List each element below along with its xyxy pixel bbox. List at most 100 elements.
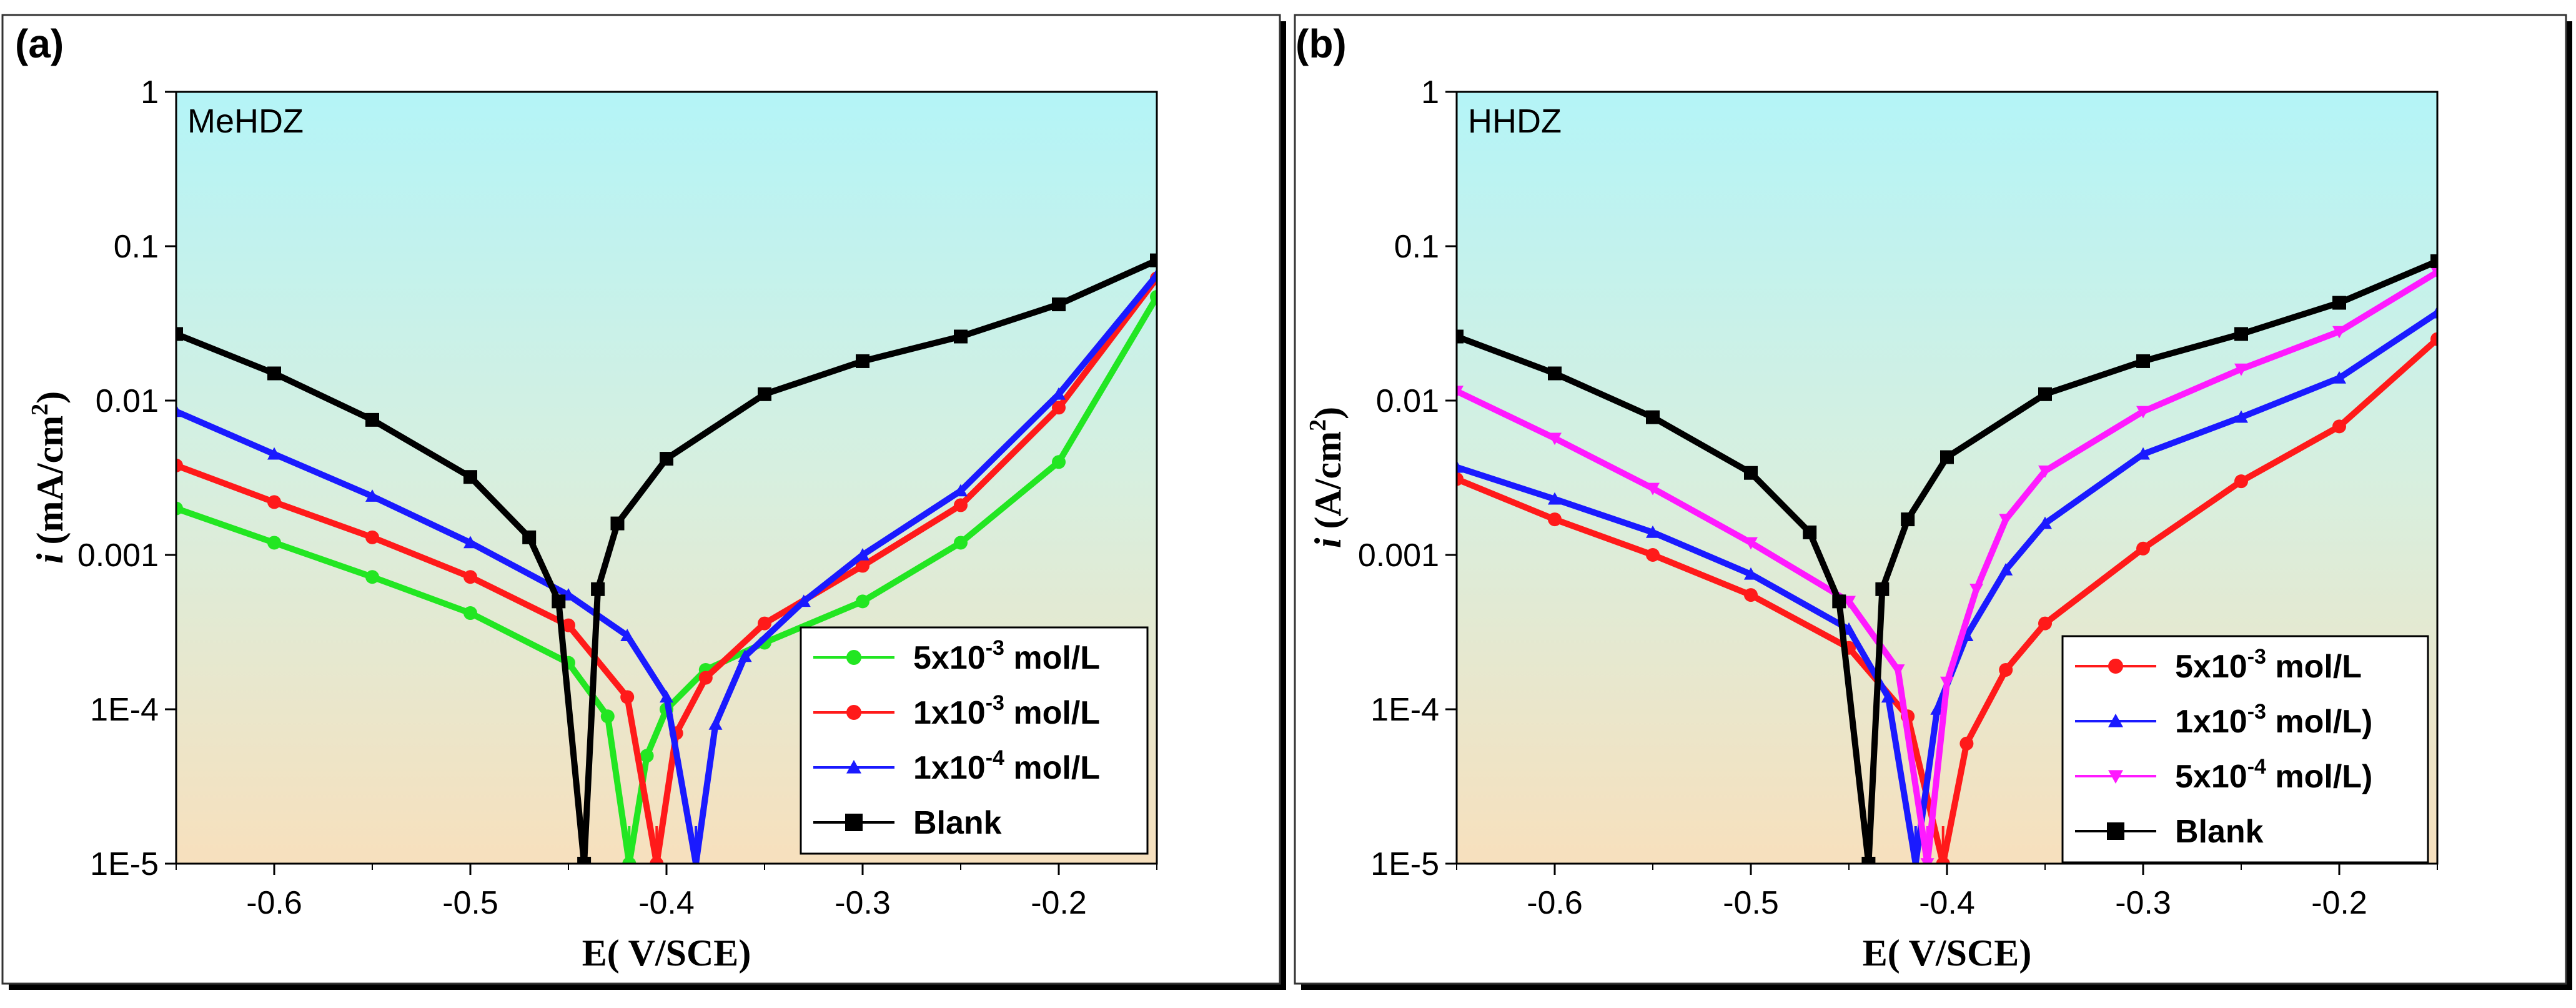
legend-swatch-marker	[846, 705, 861, 720]
legend-item: 1x10-4 mol/L	[813, 746, 1100, 786]
data-point	[1457, 329, 1464, 344]
data-point	[738, 649, 752, 662]
data-point	[2430, 254, 2437, 268]
x-tick-label: -0.3	[2115, 885, 2171, 921]
y-axis-label-a: i (mA/cm2)	[27, 391, 71, 564]
legend-label-unit: mol/L	[1004, 640, 1100, 676]
legend-label-times: x10	[931, 750, 986, 786]
legend-item: 5x10-4 mol/L)	[2075, 755, 2372, 795]
data-point	[176, 458, 183, 472]
series-line	[1457, 336, 2437, 864]
y-tick-label: 0.1	[114, 229, 159, 265]
data-point	[2234, 474, 2248, 489]
data-point	[796, 594, 811, 607]
data-point	[2332, 371, 2346, 384]
legend-label-base: Blank	[913, 805, 1002, 841]
y-tick-label: 0.1	[1394, 229, 1439, 265]
legend-item: 1x10-3 mol/L	[813, 691, 1100, 731]
x-tick-label: -0.6	[1527, 885, 1583, 921]
data-point	[552, 594, 566, 609]
legend-label: 1x10-3 mol/L)	[2175, 700, 2372, 740]
y-axis-label-b-italic: i	[1307, 537, 1349, 548]
data-point	[1646, 525, 1660, 538]
legend-item: 5x10-3 mol/L	[2075, 645, 2362, 685]
legend-item: Blank	[2075, 814, 2264, 850]
legend-label-base: 1	[913, 695, 931, 731]
data-point	[640, 749, 654, 763]
data-point	[1150, 268, 1157, 281]
y-tick-label: 1	[1421, 74, 1439, 111]
y-axis-label-a-sup: 2	[27, 404, 53, 416]
data-point	[176, 501, 183, 516]
y-axis-a: 1E-5 1E-4 0.001 0.01 0.1 1	[77, 74, 176, 882]
data-point	[2136, 354, 2150, 368]
data-point	[2038, 516, 2052, 529]
data-point	[1457, 386, 1464, 399]
data-point	[1959, 736, 1974, 751]
data-point	[2332, 419, 2346, 434]
data-point	[463, 470, 477, 484]
data-point	[1744, 466, 1758, 480]
data-point	[1052, 297, 1066, 312]
data-point	[660, 690, 673, 703]
legend-label-exp: -3	[986, 691, 1004, 715]
data-point	[1999, 514, 2013, 527]
data-point	[1646, 410, 1660, 424]
data-point	[1052, 401, 1066, 415]
data-point	[620, 690, 635, 704]
x-tick-label: -0.6	[246, 885, 302, 921]
data-point	[2430, 266, 2437, 279]
legend-swatch-marker	[2108, 714, 2123, 727]
data-point	[2136, 406, 2150, 419]
legend-label-exp: -4	[2247, 755, 2266, 779]
legend-item: Blank	[813, 805, 1002, 841]
chart-title-a: MeHDZ	[187, 102, 304, 140]
data-point	[954, 536, 968, 550]
legend-b: 5x10-3 mol/L 1x10-3 mol/L) 5x10-4 mol/L) Bl…	[2061, 635, 2429, 864]
panel-b-label: (b)	[1295, 21, 1347, 66]
x-axis-label-b: E( V/SCE)	[1863, 932, 2032, 974]
legend-label-base: 1	[2175, 704, 2193, 740]
series-5x10-4-mol-l-	[1457, 266, 2437, 864]
y-tick-label: 0.001	[77, 537, 159, 574]
panel-a-label: (a)	[15, 21, 64, 66]
data-point	[522, 530, 537, 544]
legend-item: 1x10-3 mol/L)	[2075, 700, 2372, 740]
legend-label-unit: mol/L)	[2266, 759, 2372, 795]
x-tick-label: -0.5	[442, 885, 498, 921]
data-point	[1052, 387, 1066, 400]
data-point	[562, 618, 575, 632]
y-tick-label: 0.01	[1376, 383, 1439, 419]
legend-label-base: 1	[913, 750, 931, 786]
data-point	[660, 452, 673, 466]
x-tick-label: -0.4	[1919, 885, 1975, 921]
data-point	[856, 594, 869, 609]
data-point	[954, 329, 968, 344]
x-axis-a: -0.6 -0.5 -0.4 -0.3 -0.2	[176, 864, 1157, 921]
data-point	[1930, 702, 1944, 715]
data-point	[2234, 410, 2248, 423]
data-point	[1744, 537, 1758, 550]
data-point	[2136, 447, 2150, 460]
legend-label: 1x10-4 mol/L	[913, 746, 1100, 786]
data-point	[1646, 482, 1660, 496]
series-line	[176, 273, 1157, 864]
legend-label-times: x10	[2193, 704, 2247, 740]
legend-label-base: 5	[913, 640, 931, 676]
legend-label-exp: -3	[986, 636, 1004, 660]
y-axis-label-a-italic: i	[29, 553, 71, 564]
data-point	[1744, 567, 1758, 580]
legend-label: Blank	[913, 805, 1002, 841]
y-tick-label: 1E-4	[90, 692, 159, 728]
data-point	[2136, 541, 2150, 556]
data-point	[1548, 492, 1562, 505]
chart-title-b: HHDZ	[1468, 102, 1562, 140]
data-point	[2332, 326, 2346, 339]
y-tick-label: 0.001	[1358, 537, 1439, 574]
data-point	[856, 559, 869, 573]
data-point	[708, 717, 723, 730]
data-point	[2234, 327, 2248, 341]
data-point	[1646, 548, 1660, 562]
y-tick-label: 1	[141, 74, 159, 111]
data-point	[2430, 306, 2437, 319]
